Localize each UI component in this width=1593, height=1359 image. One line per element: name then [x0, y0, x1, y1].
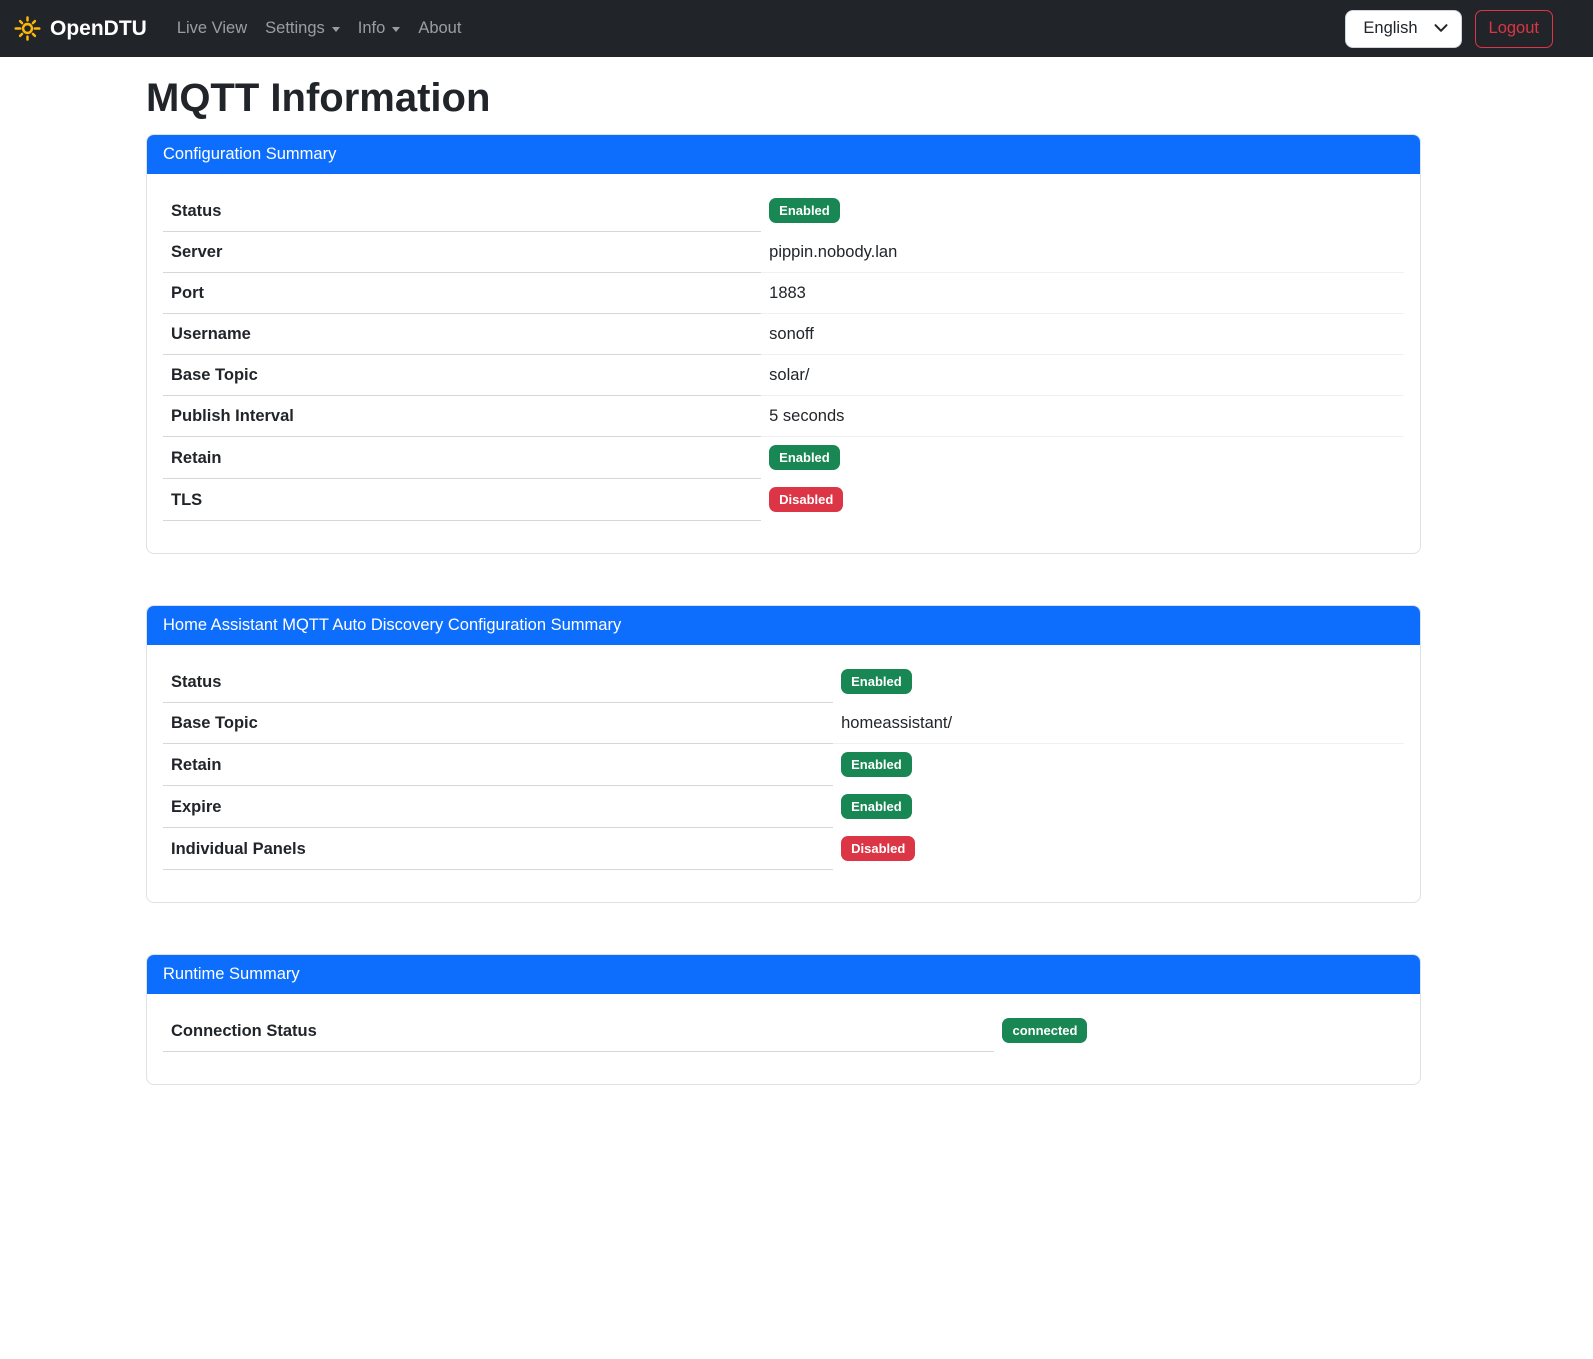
navbar-right-controls: English Logout: [1345, 9, 1553, 48]
summary-table: Status Enabled Base Topic homeassistant/Ret…: [163, 661, 1404, 870]
nav-item-label: Settings: [265, 19, 325, 37]
row-label: Individual Panels: [163, 827, 834, 870]
status-badge: Enabled: [841, 752, 912, 777]
table-row: Status Enabled: [163, 661, 1404, 703]
table-row: Retain Enabled: [163, 743, 1404, 786]
row-label: Status: [163, 190, 762, 232]
nav-item-live-view[interactable]: Live View: [168, 11, 256, 46]
status-badge: Disabled: [769, 487, 844, 512]
nav-item-label: Live View: [176, 19, 248, 37]
page-title: MQTT Information: [146, 76, 491, 120]
row-label: Publish Interval: [163, 395, 762, 437]
table-row: Connection Status connected: [163, 1010, 1404, 1052]
status-badge: Enabled: [841, 794, 912, 819]
table-row: Port 1883: [163, 272, 1404, 314]
card-body: Status Enabled Server pippin.nobody.lan Port…: [147, 174, 1420, 553]
status-badge: Enabled: [769, 198, 840, 223]
row-label: Base Topic: [163, 354, 762, 396]
chevron-down-icon: [392, 27, 401, 32]
row-value: Enabled: [761, 190, 1404, 232]
row-value: Enabled: [833, 744, 1404, 786]
row-value: homeassistant/: [833, 702, 1404, 744]
card-body: Connection Status connected: [147, 994, 1420, 1084]
row-value: 1883: [761, 272, 1404, 314]
brand-link[interactable]: OpenDTU: [14, 15, 147, 42]
chevron-down-icon: [331, 27, 340, 32]
table-row: Publish Interval 5 seconds: [163, 395, 1404, 437]
table-row: Expire Enabled: [163, 785, 1404, 828]
status-badge: Enabled: [769, 445, 840, 470]
row-label: Status: [163, 661, 834, 703]
summary-table: Connection Status connected: [163, 1010, 1404, 1052]
row-value: Disabled: [833, 828, 1404, 870]
card-title: Runtime Summary: [147, 955, 1420, 994]
main-nav: Live View Settings Info About: [168, 11, 1346, 46]
row-label: Port: [163, 272, 762, 314]
table-row: Individual Panels Disabled: [163, 827, 1404, 870]
table-row: Retain Enabled: [163, 436, 1404, 479]
card-runtime-summary: Runtime Summary Connection Status connecte…: [146, 954, 1421, 1085]
nav-item-label: Info: [357, 19, 386, 37]
card-title: Configuration Summary: [147, 135, 1420, 174]
table-row: TLS Disabled: [163, 478, 1404, 521]
row-value: Enabled: [761, 437, 1404, 479]
brand-label: OpenDTU: [50, 16, 147, 40]
status-badge: connected: [1002, 1018, 1088, 1043]
status-badge: Enabled: [841, 669, 912, 694]
language-select[interactable]: English: [1345, 9, 1462, 48]
row-value: connected: [994, 1010, 1404, 1052]
card-body: Status Enabled Base Topic homeassistant/Ret…: [147, 645, 1420, 902]
table-row: Base Topic solar/: [163, 354, 1404, 396]
card-home-assistant-mqtt-auto-discovery-configuration-summary: Home Assistant MQTT Auto Discovery Confi…: [146, 605, 1421, 903]
row-value: Enabled: [833, 661, 1404, 703]
cards: Configuration Summary Status Enabled Server…: [146, 134, 1421, 1085]
main-content: MQTT Information Configuration Summary St…: [146, 76, 1421, 1085]
table-row: Server pippin.nobody.lan: [163, 231, 1404, 273]
row-value: 5 seconds: [761, 395, 1404, 437]
row-label: TLS: [163, 478, 762, 521]
card-configuration-summary: Configuration Summary Status Enabled Server…: [146, 134, 1421, 554]
row-label: Connection Status: [163, 1010, 995, 1052]
row-value: solar/: [761, 354, 1404, 396]
nav-item-settings[interactable]: Settings: [256, 11, 349, 46]
table-row: Base Topic homeassistant/: [163, 702, 1404, 744]
card-title: Home Assistant MQTT Auto Discovery Confi…: [147, 606, 1420, 645]
nav-item-info[interactable]: Info: [349, 11, 410, 46]
row-label: Username: [163, 313, 762, 355]
row-label: Retain: [163, 436, 762, 479]
row-label: Server: [163, 231, 762, 273]
sun-logo-icon: [14, 15, 41, 42]
nav-item-label: About: [418, 19, 462, 37]
logout-button[interactable]: Logout: [1474, 9, 1553, 48]
row-label: Expire: [163, 785, 834, 828]
row-label: Retain: [163, 743, 834, 786]
row-value: Enabled: [833, 786, 1404, 828]
status-badge: Disabled: [841, 836, 916, 861]
table-row: Username sonoff: [163, 313, 1404, 355]
table-row: Status Enabled: [163, 190, 1404, 232]
row-value: Disabled: [761, 479, 1404, 521]
language-selected-label: English: [1363, 19, 1418, 37]
row-label: Base Topic: [163, 702, 834, 744]
nav-item-about[interactable]: About: [409, 11, 470, 46]
chevron-down-icon: [1434, 24, 1448, 32]
row-value: sonoff: [761, 313, 1404, 355]
summary-table: Status Enabled Server pippin.nobody.lan Port…: [163, 190, 1404, 521]
navbar: OpenDTU Live View Settings Info About En…: [0, 0, 1593, 57]
row-value: pippin.nobody.lan: [761, 231, 1404, 273]
